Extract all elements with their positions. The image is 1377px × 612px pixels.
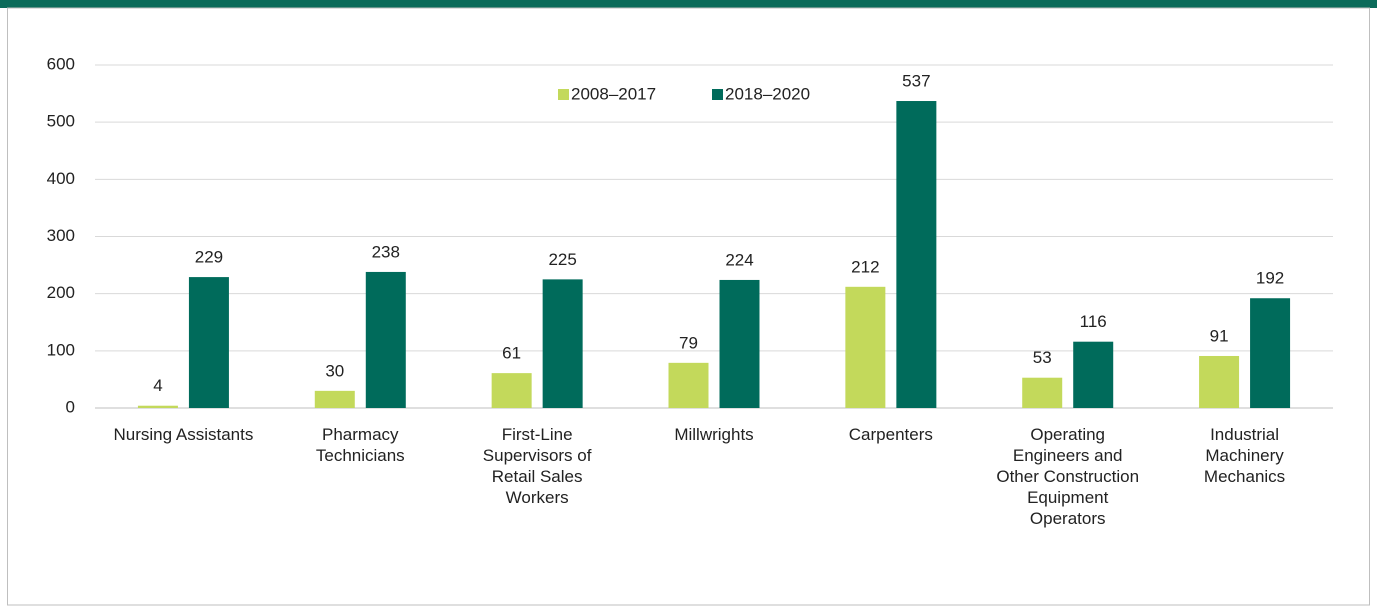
data-label: 212 bbox=[851, 257, 879, 276]
bar bbox=[1073, 341, 1114, 408]
y-tick-label: 0 bbox=[66, 397, 75, 416]
x-tick-label: Pharmacy Technicians bbox=[315, 425, 405, 465]
bar bbox=[845, 286, 886, 408]
bar bbox=[1250, 298, 1291, 408]
data-label: 224 bbox=[725, 250, 753, 269]
bar bbox=[1022, 377, 1063, 408]
data-label: 61 bbox=[502, 344, 521, 363]
y-tick-label: 400 bbox=[47, 169, 75, 188]
bar bbox=[137, 405, 178, 408]
data-label: 192 bbox=[1256, 269, 1284, 288]
data-label: 116 bbox=[1080, 312, 1107, 331]
y-tick-label: 500 bbox=[47, 112, 75, 131]
bar bbox=[491, 373, 532, 408]
bar bbox=[719, 279, 760, 408]
legend-label: 2008–2017 bbox=[571, 84, 656, 103]
bar bbox=[668, 362, 709, 408]
data-label: 30 bbox=[325, 361, 344, 380]
data-label: 229 bbox=[195, 248, 223, 267]
legend-label: 2018–2020 bbox=[725, 84, 810, 103]
x-tick-label: Millwrights bbox=[674, 425, 754, 444]
x-tick-label: Carpenters bbox=[848, 425, 933, 444]
y-tick-label: 600 bbox=[47, 54, 75, 73]
bar bbox=[542, 279, 583, 408]
x-tick-label: Industrial Machinery Mechanics bbox=[1203, 425, 1286, 486]
legend-swatch bbox=[558, 89, 569, 100]
data-label: 225 bbox=[548, 250, 576, 269]
data-label: 537 bbox=[902, 71, 930, 90]
y-tick-label: 300 bbox=[47, 226, 75, 245]
data-label: 79 bbox=[679, 333, 698, 352]
data-label: 91 bbox=[1210, 326, 1229, 345]
bar bbox=[188, 277, 229, 408]
x-tick-label: Operating Engineers and Other Constructi… bbox=[996, 425, 1140, 528]
y-tick-label: 100 bbox=[47, 340, 75, 359]
x-tick-label: First-Line Supervisors of Retail Sales W… bbox=[482, 425, 592, 507]
bar bbox=[314, 390, 355, 408]
data-label: 4 bbox=[153, 376, 162, 395]
chart-border bbox=[7, 7, 1370, 606]
data-label: 53 bbox=[1033, 348, 1052, 367]
bar bbox=[896, 101, 937, 408]
bar bbox=[1199, 355, 1240, 408]
top-band bbox=[0, 0, 1377, 8]
y-tick-label: 200 bbox=[47, 283, 75, 302]
x-tick-label: Nursing Assistants bbox=[113, 425, 254, 444]
bar bbox=[365, 271, 406, 408]
legend-swatch bbox=[712, 89, 723, 100]
data-label: 238 bbox=[372, 242, 400, 261]
